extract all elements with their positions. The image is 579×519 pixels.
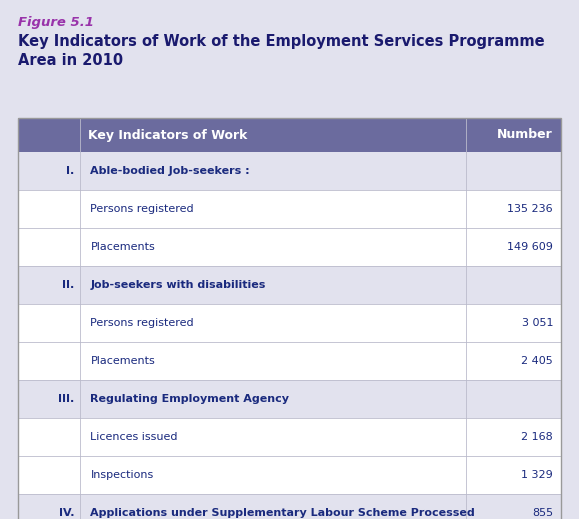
Bar [18, 118, 561, 519]
Bar [18, 266, 561, 304]
Text: 3 051: 3 051 [522, 318, 553, 328]
Text: III.: III. [58, 394, 75, 404]
Text: 149 609: 149 609 [507, 242, 553, 252]
Text: 135 236: 135 236 [507, 204, 553, 214]
Text: I.: I. [66, 166, 75, 176]
Text: Applications under Supplementary Labour Scheme Processed: Applications under Supplementary Labour … [90, 508, 475, 518]
Text: Key Indicators of Work of the Employment Services Programme: Key Indicators of Work of the Employment… [18, 34, 545, 49]
Text: Regulating Employment Agency: Regulating Employment Agency [90, 394, 290, 404]
Bar [18, 118, 561, 519]
Text: IV.: IV. [59, 508, 75, 518]
Text: Persons registered: Persons registered [90, 204, 194, 214]
Text: Able-bodied Job-seekers :: Able-bodied Job-seekers : [90, 166, 250, 176]
Text: Area in 2010: Area in 2010 [18, 53, 123, 68]
Text: Placements: Placements [90, 356, 155, 366]
Text: 1 329: 1 329 [521, 470, 553, 480]
Text: Figure 5.1: Figure 5.1 [18, 16, 94, 29]
Text: II.: II. [62, 280, 75, 290]
Bar [18, 380, 561, 418]
Text: Inspections: Inspections [90, 470, 153, 480]
Text: Key Indicators of Work: Key Indicators of Work [89, 129, 248, 142]
Bar [18, 118, 561, 152]
Text: Number: Number [497, 129, 553, 142]
Text: Persons registered: Persons registered [90, 318, 194, 328]
Text: 2 405: 2 405 [521, 356, 553, 366]
Text: 855: 855 [532, 508, 553, 518]
Text: Placements: Placements [90, 242, 155, 252]
Bar [18, 494, 561, 519]
Bar [18, 152, 561, 190]
Text: 2 168: 2 168 [521, 432, 553, 442]
Text: Licences issued: Licences issued [90, 432, 178, 442]
Text: Job-seekers with disabilities: Job-seekers with disabilities [90, 280, 266, 290]
